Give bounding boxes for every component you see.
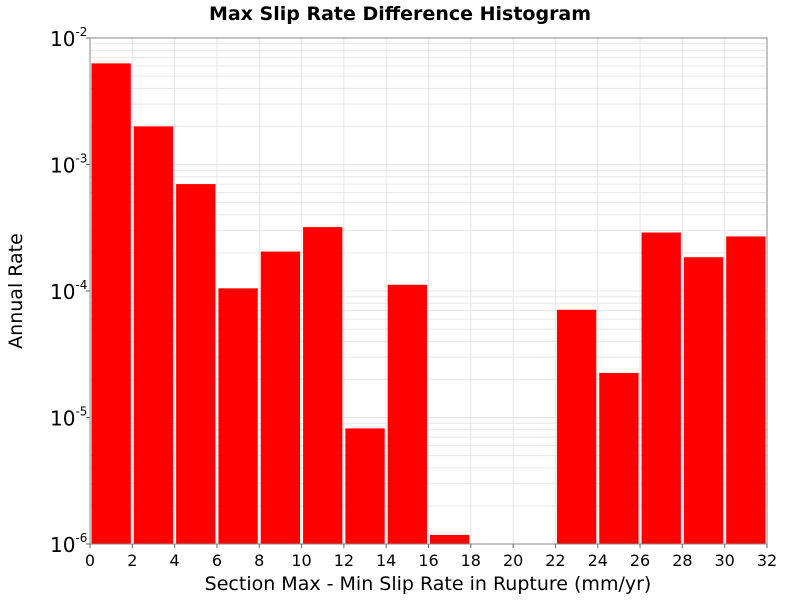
chart-title: Max Slip Rate Difference Histogram: [209, 3, 591, 25]
y-tick-label: 10-5: [50, 405, 87, 431]
x-tick-label: 6: [212, 551, 222, 570]
bar: [345, 428, 385, 544]
bar: [260, 251, 301, 544]
bar: [387, 284, 427, 544]
bar: [556, 309, 597, 544]
bars: [91, 63, 766, 545]
x-tick-label: 30: [715, 551, 735, 570]
x-tick-label: 10: [291, 551, 311, 570]
x-tick-label: 26: [630, 551, 650, 570]
bar: [176, 184, 216, 544]
y-tick-label: 10-4: [50, 278, 87, 304]
x-tick-label: 22: [545, 551, 565, 570]
y-tick-label: 10-6: [50, 531, 87, 557]
y-axis-ticks: 10-6 10-5 10-4 10-3 10-2: [50, 25, 90, 557]
y-axis-label: Annual Rate: [5, 233, 27, 349]
x-tick-label: 0: [85, 551, 95, 570]
x-tick-label: 8: [254, 551, 264, 570]
bar: [303, 227, 343, 545]
bar: [683, 257, 724, 544]
x-tick-label: 16: [418, 551, 438, 570]
y-tick-label: 10-3: [50, 152, 87, 178]
bar: [91, 63, 131, 544]
bar: [641, 232, 681, 544]
bar: [599, 372, 639, 544]
bar: [218, 288, 258, 544]
x-tick-label: 20: [503, 551, 523, 570]
x-tick-label: 28: [672, 551, 692, 570]
x-tick-label: 14: [376, 551, 396, 570]
x-tick-label: 12: [334, 551, 354, 570]
x-tick-label: 18: [461, 551, 481, 570]
x-tick-label: 2: [127, 551, 137, 570]
x-axis-ticks: 0 2 4 6 8 10 12 14 16 18 20 22 24 26 28 30 32: [85, 544, 777, 570]
x-tick-label: 24: [588, 551, 608, 570]
x-axis-label: Section Max - Min Slip Rate in Rupture (…: [205, 573, 652, 595]
bar: [133, 126, 174, 544]
bar: [430, 534, 470, 544]
y-tick-label: 10-2: [50, 25, 87, 51]
bar: [726, 236, 766, 544]
x-tick-label: 4: [170, 551, 180, 570]
x-tick-label: 32: [757, 551, 777, 570]
